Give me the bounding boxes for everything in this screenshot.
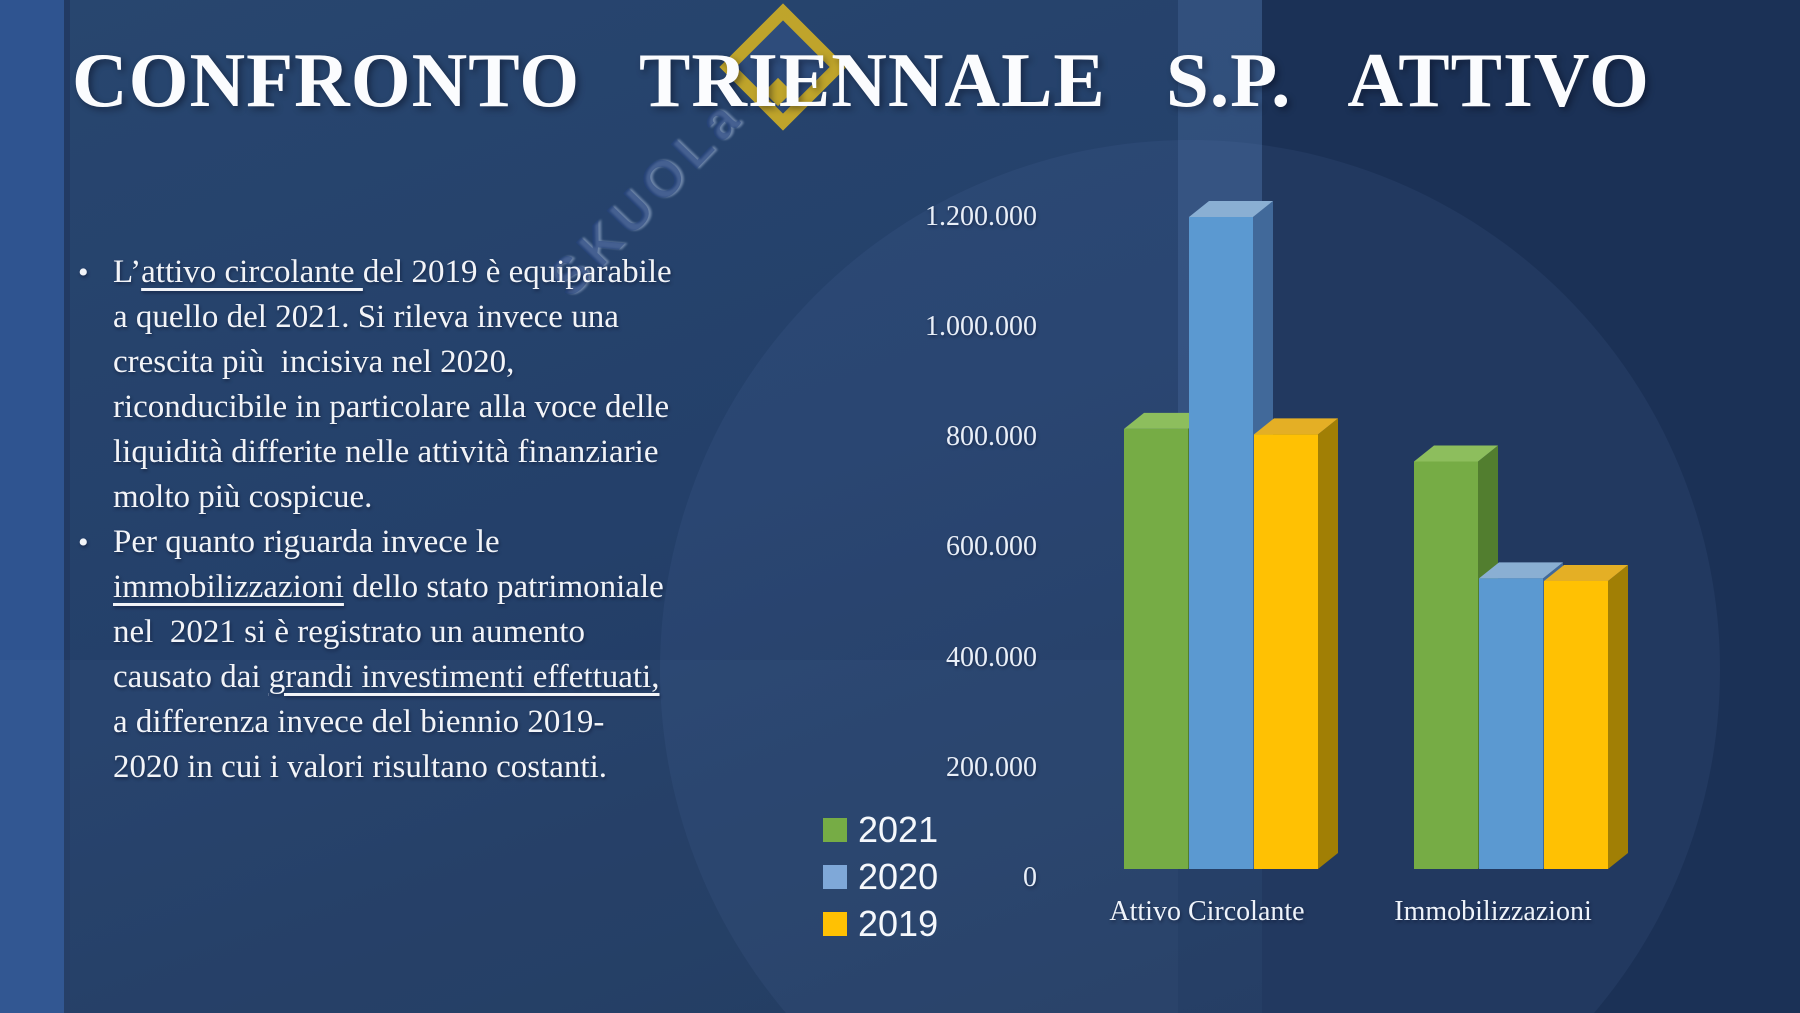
y-tick-label-400.000: 400.000 xyxy=(946,641,1037,673)
bar-2020-attivo-circolante-front xyxy=(1189,217,1253,869)
legend-item-2019: 2019 xyxy=(823,900,938,947)
bar-2021-immobilizzazioni-top xyxy=(1414,445,1498,462)
y-tick-label-1.000.000: 1.000.000 xyxy=(925,311,1037,343)
legend-item-2021: 2021 xyxy=(823,806,938,853)
y-tick-label-1.200.000: 1.200.000 xyxy=(925,200,1037,232)
legend-swatch-icon-2019 xyxy=(823,911,847,936)
text-run: Per quanto riguarda invece le xyxy=(113,524,500,560)
bullet-text: Per quanto riguarda invece le immobilizz… xyxy=(113,520,838,790)
underlined-text-run: immobilizzazioni xyxy=(113,569,344,605)
underlined-text-run: attivo circolante xyxy=(141,254,363,290)
bar-2021-attivo-circolante-top xyxy=(1124,412,1208,429)
y-tick-label-0: 0 xyxy=(1023,862,1037,893)
text-run: dello stato patrimoniale nel 2021 si è r… xyxy=(113,569,664,695)
bar-2020-attivo-circolante-top xyxy=(1189,201,1273,217)
legend-label-2019: 2019 xyxy=(858,902,939,944)
bar-2019-attivo-circolante-front xyxy=(1254,434,1318,869)
background-left-strip xyxy=(0,0,70,1013)
slide-title: CONFRONTO TRIENNALE S.P. ATTIVO xyxy=(72,37,1650,123)
category-label-immobilizzazioni: Immobilizzazioni xyxy=(1394,896,1592,927)
bar-2020-immobilizzazioni-front xyxy=(1479,578,1543,869)
y-tick-label-600.000: 600.000 xyxy=(946,531,1037,563)
bar-2019-immobilizzazioni-top xyxy=(1544,565,1628,582)
bullet-list: • L’attivo circolante del 2019 è equipara… xyxy=(78,250,838,790)
bar-2021-attivo-circolante-front xyxy=(1124,428,1188,869)
bar-2021-immobilizzazioni-front xyxy=(1414,461,1478,869)
bar-2019-immobilizzazioni-front xyxy=(1544,581,1608,869)
legend-label-2021: 2021 xyxy=(858,808,939,850)
bullet-marker-icon: • xyxy=(78,256,89,289)
bullet-text: L’attivo circolante del 2019 è equiparab… xyxy=(113,250,838,520)
bullet-marker-icon: • xyxy=(78,526,89,559)
bullet-item-2: • Per quanto riguarda invece le immobiliz… xyxy=(78,520,838,790)
text-run: L’ xyxy=(113,254,142,290)
chart-legend: 2021 2020 2019 xyxy=(823,806,938,947)
underlined-text-run: grandi investimenti effettuati, xyxy=(268,659,660,695)
category-label-attivo-circolante: Attivo Circolante xyxy=(1109,896,1305,927)
legend-item-2020: 2020 xyxy=(823,853,938,900)
bullet-item-1: • L’attivo circolante del 2019 è equipara… xyxy=(78,250,838,520)
y-tick-label-200.000: 200.000 xyxy=(946,751,1037,783)
bar-2019-attivo-circolante-top xyxy=(1254,418,1338,435)
background-bottom-band xyxy=(0,660,1178,1013)
legend-swatch-icon-2021 xyxy=(823,817,847,842)
bar-2019-immobilizzazioni-side xyxy=(1608,565,1628,869)
legend-label-2020: 2020 xyxy=(858,855,939,897)
legend-swatch-icon-2020 xyxy=(823,864,847,889)
bar-2019-attivo-circolante-side xyxy=(1318,418,1338,869)
bar-2020-immobilizzazioni-top xyxy=(1479,562,1563,579)
text-run: del 2019 è equiparabile a quello del 202… xyxy=(113,254,672,515)
y-tick-label-800.000: 800.000 xyxy=(946,421,1037,453)
text-run: a differenza invece del biennio 2019- 20… xyxy=(113,704,608,785)
